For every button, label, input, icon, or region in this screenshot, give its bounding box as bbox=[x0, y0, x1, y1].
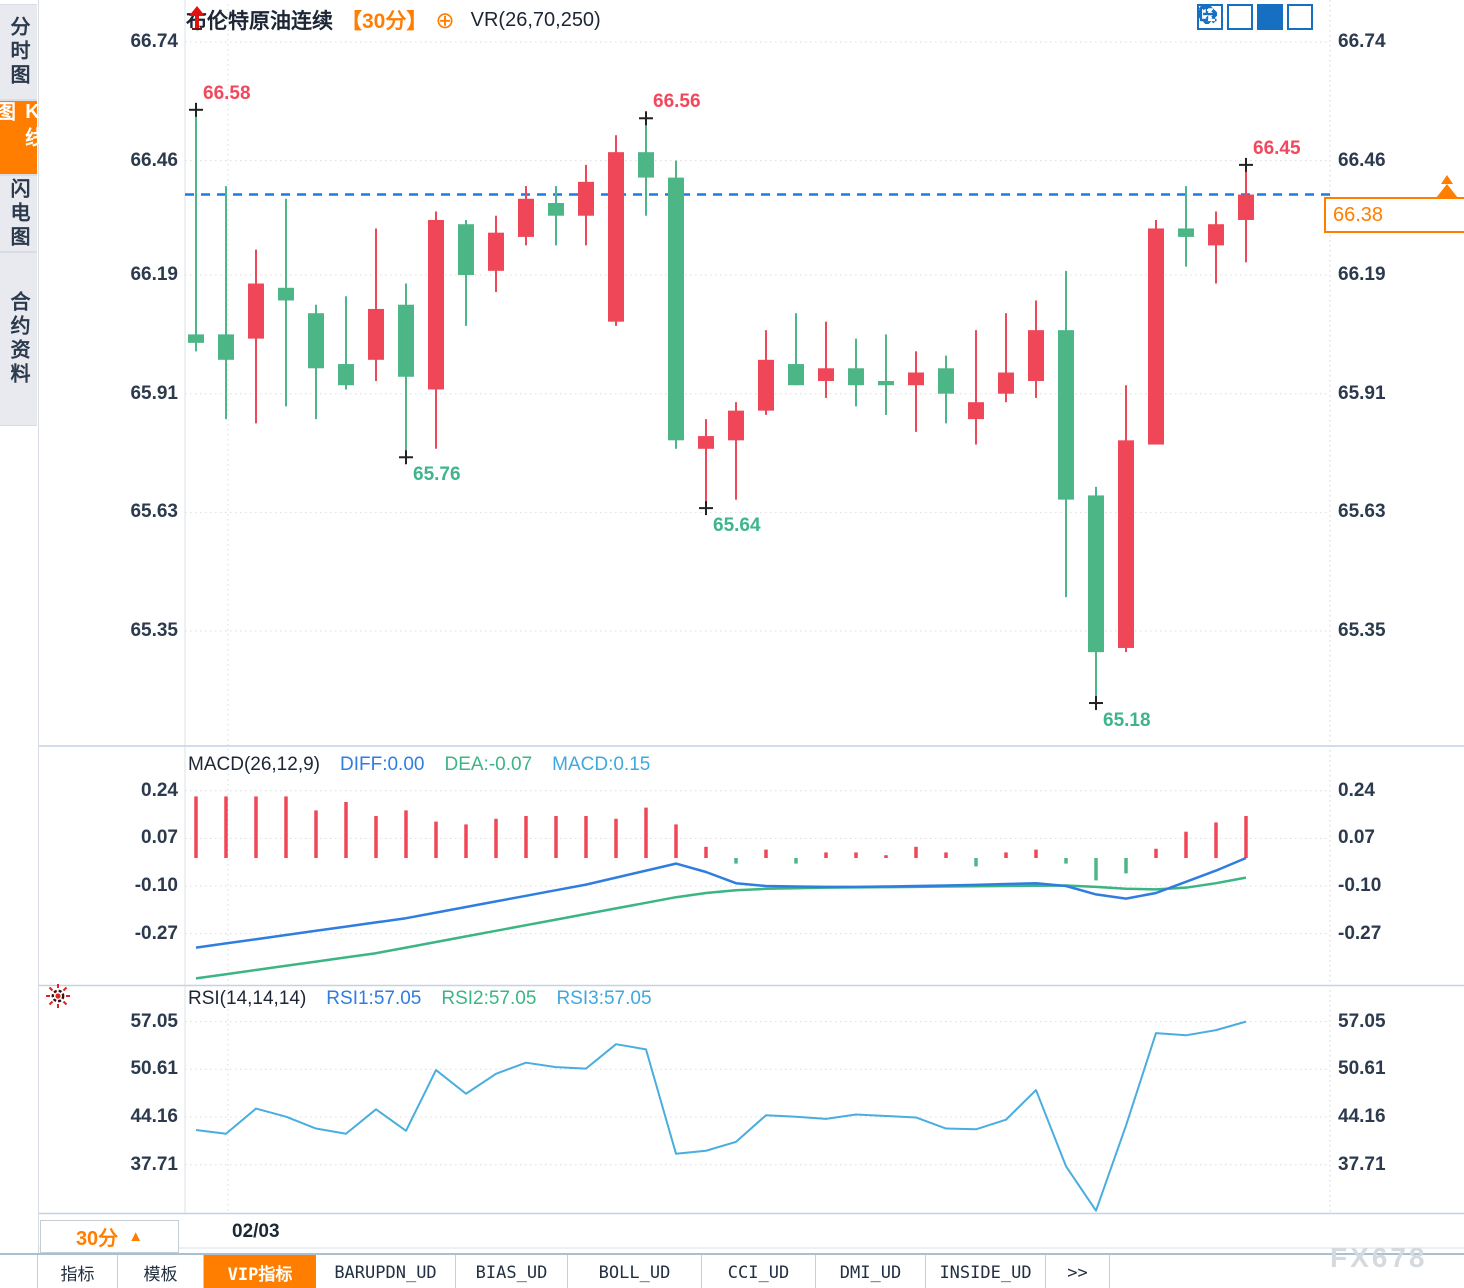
macd-params[interactable]: MACD(26,12,9) bbox=[188, 754, 320, 775]
sidebar-item-kline-chart[interactable]: K线图 bbox=[0, 100, 44, 175]
y-axis-label: 0.24 bbox=[1338, 779, 1375, 801]
axis-scale-icon[interactable] bbox=[1200, 4, 1283, 30]
macd-histogram bbox=[194, 796, 1248, 881]
y-axis-label: 44.16 bbox=[130, 1106, 178, 1127]
y-axis-label: 65.63 bbox=[130, 501, 178, 523]
y-axis-label: 0.07 bbox=[1338, 827, 1375, 849]
y-axis-label: 66.74 bbox=[130, 31, 178, 52]
y-axis-label: 65.35 bbox=[130, 619, 178, 641]
sidebar-item-contract-info[interactable]: 合约资料 bbox=[0, 252, 37, 426]
period-label[interactable]: 【30分】 bbox=[341, 10, 428, 33]
price-annotation-65.18: 65.18 bbox=[1103, 710, 1151, 732]
tab->>[interactable]: >> bbox=[1046, 1255, 1110, 1288]
price-annotation-66.56: 66.56 bbox=[653, 91, 701, 113]
tab-bias_ud[interactable]: BIAS_UD bbox=[456, 1255, 568, 1288]
tab-[interactable]: 指标 bbox=[38, 1255, 118, 1288]
macd-dea-line bbox=[195, 876, 1247, 980]
y-axis-label: 66.19 bbox=[130, 264, 178, 286]
y-axis-label: -0.27 bbox=[134, 922, 178, 944]
price-annotation-65.76: 65.76 bbox=[413, 464, 461, 486]
price-annotation-66.45: 66.45 bbox=[1253, 137, 1301, 159]
chart-type-sidebar: 分时图 K线图 闪电图 合约资料 bbox=[0, 0, 44, 1288]
candlestick-series bbox=[188, 109, 1254, 704]
x-axis-date-label: 02/03 bbox=[232, 1221, 280, 1242]
macd-dea-value: DEA:-0.07 bbox=[444, 754, 533, 775]
rsi3-value: RSI3:57.05 bbox=[556, 988, 652, 1009]
y-axis-label: 57.05 bbox=[1338, 1010, 1386, 1032]
y-axis-label: -0.27 bbox=[1338, 922, 1382, 944]
fx678-watermark: FX678 bbox=[1330, 1242, 1428, 1273]
tab-[interactable]: 模板 bbox=[118, 1255, 204, 1288]
sidebar-item-time-chart[interactable]: 分时图 bbox=[0, 4, 37, 100]
y-axis-label: 65.35 bbox=[1338, 619, 1386, 641]
chart-header: 布伦特原油连续 【30分】 ⊕ VR(26,70,250) bbox=[186, 5, 601, 35]
price-marker-arrow-icon bbox=[1436, 184, 1458, 198]
tab-barupdn_ud[interactable]: BARUPDN_UD bbox=[316, 1255, 456, 1288]
symbol-title: 布伦特原油连续 bbox=[186, 10, 333, 33]
axis-zoom-icon[interactable] bbox=[1198, 4, 1253, 30]
y-axis-label: 37.71 bbox=[1338, 1153, 1386, 1175]
price-annotation-66.58: 66.58 bbox=[203, 82, 251, 104]
tabbar-left-spacer bbox=[0, 1255, 38, 1288]
y-axis-label: 37.71 bbox=[130, 1153, 178, 1175]
tab-dmi_ud[interactable]: DMI_UD bbox=[816, 1255, 926, 1288]
indicator-label[interactable]: VR(26,70,250) bbox=[470, 8, 601, 31]
y-axis-label: 50.61 bbox=[1338, 1058, 1386, 1080]
period-up-triangle-icon: ▲ bbox=[128, 1228, 144, 1245]
y-axis-label: 50.61 bbox=[130, 1058, 178, 1080]
y-axis-label: 66.19 bbox=[1338, 264, 1386, 286]
chart-toolbar bbox=[1197, 4, 1313, 30]
indicator-tab-bar: 指标 模板 VIP指标 BARUPDN_UD BIAS_UD BOLL_UD CCI_UD D… bbox=[0, 1253, 1464, 1288]
exit-chart-icon[interactable] bbox=[1199, 4, 1313, 30]
macd-panel-header: MACD(26,12,9) DIFF:0.00 DEA:-0.07 MACD:0… bbox=[188, 754, 650, 776]
y-axis-label: 66.74 bbox=[1338, 31, 1386, 52]
y-axis-label: 66.46 bbox=[130, 149, 178, 171]
y-axis-label: -0.10 bbox=[1338, 875, 1382, 896]
rsi-line bbox=[195, 1020, 1247, 1212]
period-selector-button[interactable]: 30分 ▲ bbox=[40, 1220, 179, 1253]
rsi2-value: RSI2:57.05 bbox=[441, 988, 537, 1009]
y-axis-label: 65.91 bbox=[1338, 382, 1386, 404]
rsi1-value: RSI1:57.05 bbox=[326, 988, 422, 1009]
tab-boll_ud[interactable]: BOLL_UD bbox=[568, 1255, 702, 1288]
tab-cci_ud[interactable]: CCI_UD bbox=[702, 1255, 816, 1288]
sidebar-item-flash-chart[interactable]: 闪电图 bbox=[0, 175, 37, 252]
tab-inside_ud[interactable]: INSIDE_UD bbox=[926, 1255, 1046, 1288]
y-axis-label: -0.10 bbox=[134, 875, 178, 896]
circle-plus-icon[interactable]: ⊕ bbox=[435, 7, 455, 33]
rsi-panel-header: RSI(14,14,14) RSI1:57.05 RSI2:57.05 RSI3… bbox=[188, 988, 652, 1010]
macd-value: MACD:0.15 bbox=[552, 754, 651, 775]
rsi-params[interactable]: RSI(14,14,14) bbox=[188, 988, 307, 1009]
y-axis-label: 65.91 bbox=[130, 382, 178, 404]
price-annotation-65.64: 65.64 bbox=[713, 515, 761, 537]
y-axis-label: 44.16 bbox=[1338, 1106, 1386, 1127]
period-selector-label: 30分 bbox=[75, 1228, 119, 1250]
current-price-tag: 66.38 bbox=[1324, 197, 1464, 233]
y-axis-label: 57.05 bbox=[130, 1010, 178, 1032]
indicator-settings-icon[interactable] bbox=[45, 983, 71, 1009]
tab-vip[interactable]: VIP指标 bbox=[204, 1255, 316, 1288]
macd-diff-line bbox=[195, 856, 1247, 949]
y-axis-label: 0.07 bbox=[141, 827, 178, 849]
y-axis-label: 65.63 bbox=[1338, 501, 1386, 523]
y-axis-label: 0.24 bbox=[141, 779, 178, 801]
y-axis-label: 66.46 bbox=[1338, 149, 1386, 171]
macd-diff-value: DIFF:0.00 bbox=[340, 754, 425, 775]
